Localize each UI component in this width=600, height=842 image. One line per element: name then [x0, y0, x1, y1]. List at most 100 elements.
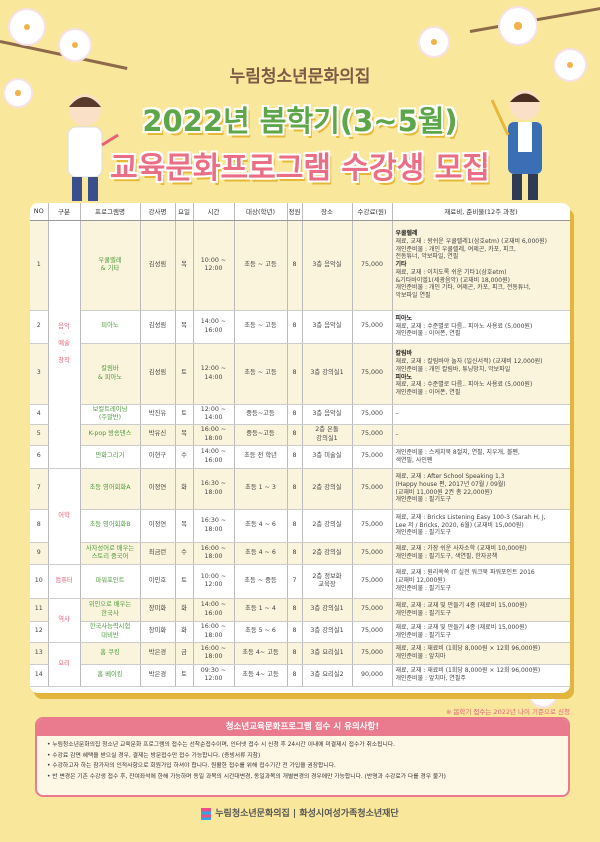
table-row: 3 칼림바 & 피아노 김성림 토 12:00 ~ 14:00 초등 ~ 고등 8 3층 강의…: [30, 343, 570, 405]
materials-cell: 재료, 교재 : 재료비 (1회당 8,000원 × 12회 96,000원) …: [392, 642, 570, 665]
location: 3층 음악실: [302, 404, 353, 425]
table-row: 14 홈 베이킹 박은경 토 09:30 ~ 12:00 초등 4~ 고등 8 3층 요리실2…: [30, 664, 570, 687]
instructor-name: 장미화: [140, 621, 176, 643]
column-header: 요일: [175, 203, 194, 221]
row-number: 7: [30, 468, 49, 510]
program-name: 우쿨렐레 & 기타: [80, 220, 141, 311]
program-name: 초등 영어회화B: [80, 509, 141, 543]
materials-text: 재료, 교재 : 재료비 (1회당 8,000원 × 12회 96,000원) …: [395, 667, 541, 682]
row-number: 11: [30, 598, 49, 622]
notice-title: 청소년교육문화프로그램 접수 시 유의사항!: [37, 719, 568, 736]
table-row: 6 만화그리기 이현구 수 14:00 ~ 16:00 초등 전 학년 8 3층 미술실 75,…: [30, 445, 570, 469]
blossom-icon: [10, 10, 44, 44]
materials-cell: 재료, 교재 : 교재 및 만들기 4종 (재료비 15,000원) 개인준비물…: [392, 598, 570, 622]
materials-text: 재료, 교재 : 교재 및 만들기 4종 (재료비 15,000원) 개인준비물…: [395, 601, 527, 617]
program-name: 칼림바 & 피아노: [80, 343, 141, 405]
location: 3층 요리실2: [302, 664, 353, 687]
program-name: 초등 영어회화A: [80, 468, 141, 510]
table-row: 8 초등 영어회화B 이정연 목 16:30 ~ 18:00 초등 4 ~ 6 8 2층 강의…: [30, 509, 570, 543]
row-number: 10: [30, 564, 49, 599]
materials-subject: 칼림바: [395, 350, 413, 358]
class-time: 16:30 ~ 18:00: [193, 468, 235, 510]
instructor-name: 장미화: [140, 598, 176, 622]
column-header: 시간: [193, 203, 235, 221]
capacity: 8: [287, 509, 303, 543]
target-grade: 초등 4~ 고등: [234, 664, 288, 687]
location: 2층 강의실: [302, 509, 353, 543]
tuition-fee: 75,000: [352, 598, 393, 622]
tuition-fee: 75,000: [352, 404, 393, 425]
materials-cell: 개인준비물 : 스케치북 8절지, 연필, 지우개, 볼펜, 색연필, 사인펜: [392, 445, 570, 469]
teacher-illustration: [490, 90, 542, 200]
materials-text: –: [395, 430, 399, 438]
location: 2층 강의실: [302, 542, 353, 565]
class-time: 14:00 ~ 16:00: [193, 310, 235, 344]
class-time: 14:00 ~ 16:00: [193, 598, 235, 622]
weekday: 화: [175, 621, 194, 643]
row-number: 9: [30, 542, 49, 565]
tuition-fee: 75,000: [352, 424, 393, 446]
column-header: 재료비, 준비물(12주 과정): [392, 203, 570, 221]
target-grade: 초등 ~ 고등: [234, 343, 288, 405]
notice-box: 청소년교육문화프로그램 접수 시 유의사항! 누림청소년문화의집 청소년 교육문…: [35, 717, 570, 797]
tuition-fee: 75,000: [352, 564, 393, 599]
row-number: 4: [30, 404, 49, 425]
materials-text: 재료, 교재 : 수준별로 다름.. 피아노 사용료 (5,000원) 개인준비…: [395, 381, 533, 397]
column-header: 장소: [302, 203, 353, 221]
weekday: 토: [175, 404, 194, 425]
location: 3층 강의실1: [302, 621, 353, 643]
class-time: 09:30 ~ 12:00: [193, 664, 235, 687]
row-number: 3: [30, 343, 49, 405]
class-time: 12:00 ~ 14:00: [193, 343, 235, 405]
weekday: 목: [175, 424, 194, 446]
capacity: 8: [287, 424, 303, 446]
location: 3층 음악실: [302, 310, 353, 344]
category-cell: 음악 · 예술 · 창작: [48, 220, 81, 469]
class-time: 12:00 ~ 14:00: [193, 404, 235, 425]
program-table-card: NO 구분 프로그램명 강사명 요일 시간 대상(학년) 정원 장소 수강료(원) 재료비, 준비물…: [30, 203, 570, 693]
program-name: 홈 쿠킹: [80, 642, 141, 665]
table-row: 5 K-pop 방송댄스 박유신 목 16:00 ~ 18:00 중등~고등 8 2층 온돌 …: [30, 424, 570, 446]
instructor-name: 박유신: [140, 424, 176, 446]
notice-item: 수강하고자 하는 참가자의 인적사항으로 회원가입 하셔야 합니다. 원활한 접…: [47, 761, 558, 772]
tuition-fee: 90,000: [352, 664, 393, 687]
tuition-fee: 75,000: [352, 445, 393, 469]
class-time: 16:00 ~ 18:00: [193, 542, 235, 565]
materials-cell: –: [392, 404, 570, 425]
tuition-fee: 75,000: [352, 509, 393, 543]
row-number: 6: [30, 445, 49, 469]
weekday: 목: [175, 310, 194, 344]
target-grade: 초등 ~ 고등: [234, 220, 288, 311]
column-header: 수강료(원): [352, 203, 393, 221]
age-note: ※ 봄학기 접수는 2022년 나이 기준으로 신청: [445, 708, 570, 716]
program-name: 위인으로 배우는 한국사: [80, 598, 141, 622]
location: 3층 강의실1: [302, 598, 353, 622]
weekday: 화: [175, 598, 194, 622]
table-row: 11 역사 위인으로 배우는 한국사 장미화 화 14:00 ~ 16:00 초등 1 ~ …: [30, 598, 570, 643]
instructor-name: 박은경: [140, 664, 176, 687]
instructor-name: 김성림: [140, 220, 176, 311]
tuition-fee: 75,000: [352, 542, 393, 565]
target-grade: 초등 4 ~ 6: [234, 509, 288, 543]
materials-text: 재료, 교재 : 원리쏙쏙 IT 실전 워크북 파워포인트 2016 (교재비 …: [395, 569, 535, 592]
location: 2층 온돌 강의실1: [302, 424, 353, 446]
table-row: 13 요리 홈 쿠킹 박은경 금 16:00 ~ 18:00 초등 4~ 고등 8 3층 요리실…: [30, 642, 570, 687]
materials-subject: 우쿨렐레: [395, 229, 418, 237]
program-name: 홈 베이킹: [80, 664, 141, 687]
instructor-name: 박은경: [140, 642, 176, 665]
materials-text: 개인준비물 : 스케치북 8절지, 연필, 지우개, 볼펜, 색연필, 사인펜: [395, 448, 520, 464]
instructor-name: 이정연: [140, 509, 176, 543]
blossom-icon: [60, 30, 90, 60]
page-title: 교육문화프로그램 수강생 모집: [110, 151, 490, 186]
organization-name: 누림청소년문화의집: [229, 67, 371, 87]
materials-subject: 피아노: [395, 373, 413, 381]
materials-cell: 피아노 재료, 교재 : 수준별로 다름.. 피아노 사용료 (5,000원) 개…: [392, 310, 570, 344]
capacity: 8: [287, 664, 303, 687]
class-time: 16:00 ~ 18:00: [193, 642, 235, 665]
row-number: 12: [30, 621, 49, 643]
column-header: 정원: [287, 203, 303, 221]
program-table: NO 구분 프로그램명 강사명 요일 시간 대상(학년) 정원 장소 수강료(원) 재료비, 준비물…: [30, 203, 570, 687]
target-grade: 초등 1 ~ 3: [234, 468, 288, 510]
materials-text: –: [395, 410, 399, 418]
